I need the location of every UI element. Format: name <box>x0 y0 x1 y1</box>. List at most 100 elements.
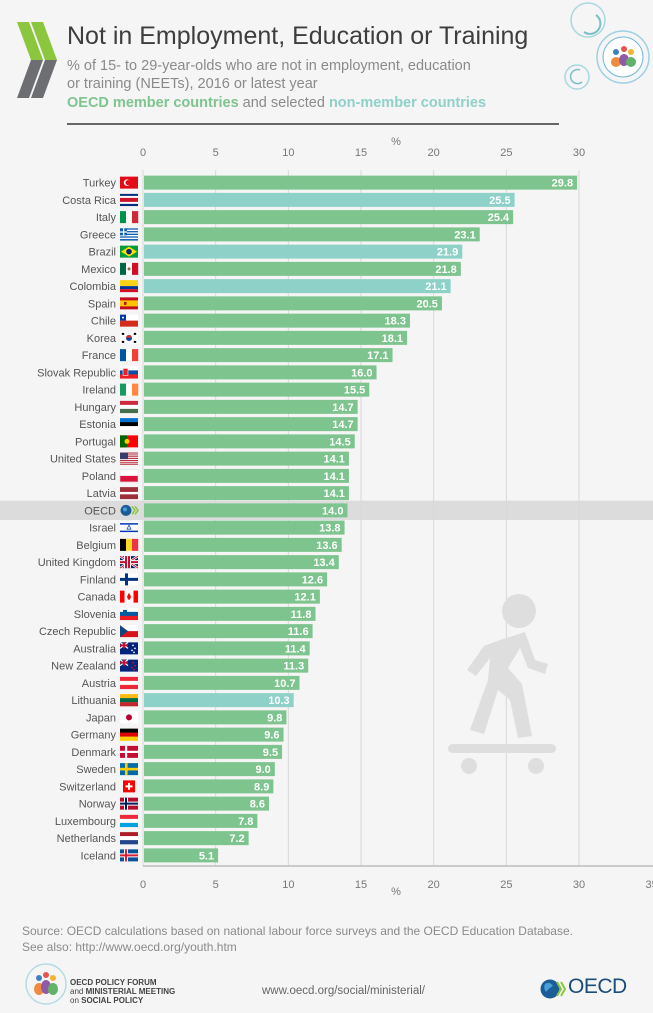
forum-line2: and MINISTERIAL MEETING <box>70 987 175 996</box>
bar-czech-republic <box>144 624 313 639</box>
value-label: 21.9 <box>437 247 458 259</box>
x-tick-label-top: 25 <box>500 147 512 159</box>
x-tick-label-top: 0 <box>140 147 146 159</box>
value-label: 9.0 <box>256 764 271 776</box>
category-label: Italy <box>96 212 117 224</box>
value-label: 13.4 <box>313 557 335 569</box>
bar-denmark <box>144 744 283 759</box>
czech-flag-icon <box>120 625 138 638</box>
ministerial-url-link[interactable]: www.oecd.org/social/ministerial/ <box>262 985 425 997</box>
bar-norway <box>144 796 269 811</box>
oecd-logo-icon <box>120 504 139 516</box>
value-label: 8.9 <box>254 781 269 793</box>
poland-flag-icon <box>119 469 139 483</box>
header-divider <box>67 123 559 125</box>
chile-flag-icon <box>120 314 138 327</box>
category-label: Hungary <box>74 402 116 414</box>
bar-brazil <box>144 244 463 259</box>
norway-flag-icon <box>120 797 138 810</box>
bar-latvia <box>144 486 349 501</box>
bar-spain <box>144 296 442 311</box>
value-label: 13.8 <box>319 523 340 535</box>
value-label: 14.1 <box>323 471 344 483</box>
x-tick-label-bottom: 25 <box>500 879 512 891</box>
value-label: 21.1 <box>425 281 446 293</box>
category-label: Slovenia <box>74 609 117 621</box>
category-label: Slovak Republic <box>37 367 116 379</box>
japan-flag-icon <box>120 711 138 724</box>
italy-flag-icon <box>120 211 139 224</box>
oecd-logo-text: OECD <box>568 975 627 998</box>
value-label: 29.8 <box>552 178 573 190</box>
category-label: Austria <box>82 678 117 690</box>
category-label: United Kingdom <box>38 557 116 569</box>
bar-australia <box>144 641 310 656</box>
denmark-flag-icon <box>120 745 138 758</box>
x-tick-label-bottom: 15 <box>355 879 367 891</box>
category-label: Mexico <box>81 264 116 276</box>
canada-flag-icon <box>120 590 138 603</box>
value-label: 5.1 <box>199 850 214 862</box>
category-label: Estonia <box>79 419 117 431</box>
value-label: 15.5 <box>344 385 365 397</box>
category-label: Israel <box>89 523 116 535</box>
iceland-flag-icon <box>120 849 138 862</box>
value-label: 11.8 <box>291 609 312 621</box>
oecd-chevrons-icon <box>17 22 57 98</box>
x-axis-label-top: % <box>391 136 401 148</box>
bar-portugal <box>144 434 355 449</box>
value-label: 9.5 <box>263 747 278 759</box>
forum-line1: OECD POLICY FORUM <box>70 978 157 987</box>
x-tick-label-top: 15 <box>355 147 367 159</box>
bar-slovenia <box>144 606 316 621</box>
category-label: Germany <box>71 730 117 742</box>
finland-flag-icon <box>120 573 138 586</box>
switzerland-flag-icon <box>123 780 135 793</box>
category-label: Sweden <box>76 764 116 776</box>
value-label: 14.7 <box>332 402 353 414</box>
bar-united-kingdom <box>144 555 339 570</box>
category-label: Korea <box>87 333 117 345</box>
see-also-link[interactable]: See also: http://www.oecd.org/youth.htm <box>22 940 237 954</box>
legend: OECD member countries and selected non-m… <box>67 95 486 111</box>
bar-chart: 29.8 Turkey 25.5 Costa Rica 25.4 Italy 23.1 Gre… <box>0 136 653 898</box>
value-label: 18.1 <box>382 333 403 345</box>
bar-switzerland <box>144 779 274 794</box>
value-label: 14.1 <box>323 488 344 500</box>
sweden-flag-icon <box>120 763 138 776</box>
bar-germany <box>144 727 284 742</box>
uk-flag-icon <box>119 555 139 570</box>
category-label: United States <box>50 454 117 466</box>
category-label: Iceland <box>81 850 116 862</box>
bar-united-states <box>144 451 349 466</box>
x-axis-label-bottom: % <box>391 886 401 898</box>
chart-subtitle-line2: or training (NEETs), 2016 or latest year <box>67 76 318 92</box>
forum-name: OECD POLICY FORUM and MINISTERIAL MEETIN… <box>70 978 175 1005</box>
value-label: 7.2 <box>229 833 244 845</box>
bar-greece <box>144 227 480 242</box>
forum-line2-bold: MINISTERIAL MEETING <box>85 987 176 996</box>
category-label: Belgium <box>76 540 116 552</box>
bar-ireland <box>144 382 370 397</box>
category-label: Brazil <box>88 247 116 259</box>
category-label: Poland <box>82 471 116 483</box>
category-label: Australia <box>73 643 117 655</box>
forum-logo-icon <box>25 963 67 1005</box>
bar-costa-rica <box>144 192 515 207</box>
spain-flag-icon <box>120 297 138 310</box>
category-label: New Zealand <box>51 661 116 673</box>
usa-flag-icon <box>120 452 138 465</box>
slovenia-flag-icon <box>120 607 138 621</box>
bar-slovak-republic <box>144 365 377 380</box>
x-tick-label-top: 10 <box>282 147 294 159</box>
bar-iceland <box>144 848 219 863</box>
value-label: 10.3 <box>268 695 289 707</box>
ireland-flag-icon <box>120 383 139 396</box>
legend-member: OECD member countries <box>67 95 239 111</box>
x-tick-label-bottom: 20 <box>428 879 440 891</box>
category-label: Portugal <box>75 436 116 448</box>
value-label: 16.0 <box>351 367 372 379</box>
skateboarder-icon <box>448 594 556 774</box>
value-label: 23.1 <box>454 229 475 241</box>
category-label: Colombia <box>70 281 117 293</box>
